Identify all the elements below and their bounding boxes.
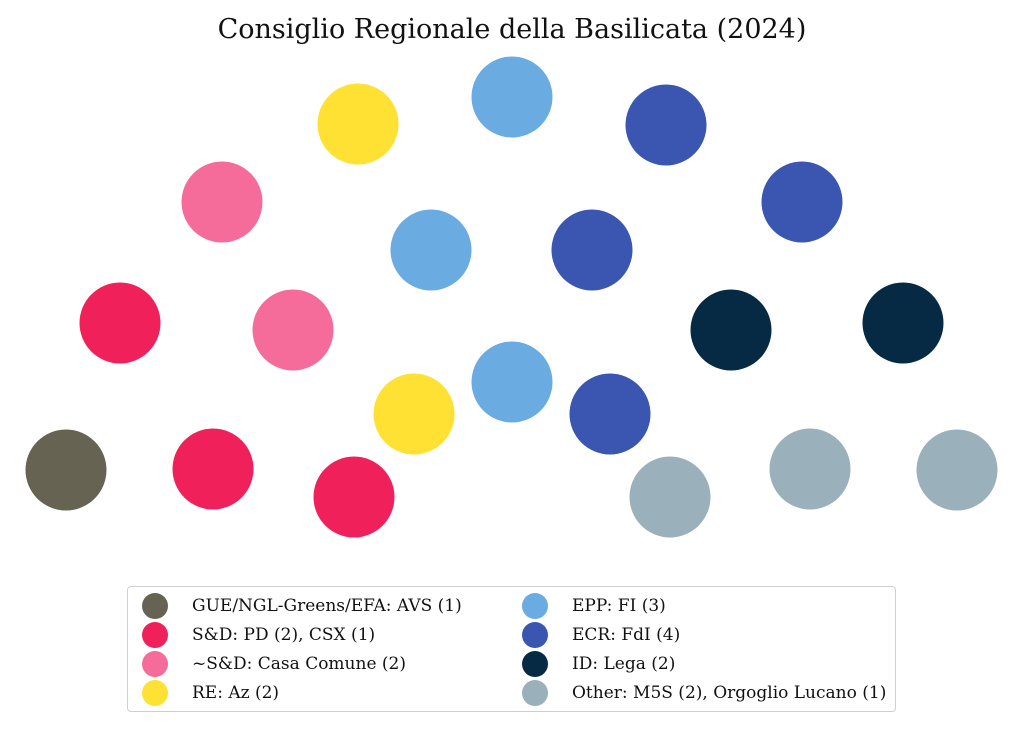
seat-epp <box>390 209 472 291</box>
seat-other <box>629 456 711 538</box>
legend-swatch-re <box>142 679 168 706</box>
seat-casa <box>181 161 263 243</box>
legend-swatch-avs <box>142 592 168 619</box>
seat-epp <box>471 56 553 138</box>
legend-item-re: RE: Az (2) <box>142 678 279 707</box>
legend-label-sd: S&D: PD (2), CSX (1) <box>192 624 376 645</box>
legend-item-epp: EPP: FI (3) <box>522 591 666 620</box>
seat-casa <box>252 289 334 371</box>
legend-label-avs: GUE/NGL-Greens/EFA: AVS (1) <box>192 595 462 616</box>
seat-re <box>317 83 399 165</box>
legend-item-avs: GUE/NGL-Greens/EFA: AVS (1) <box>142 591 462 620</box>
legend-swatch-other <box>522 679 548 706</box>
seat-epp <box>471 341 553 423</box>
legend-swatch-casa <box>142 650 168 677</box>
seat-sd <box>79 282 161 364</box>
seat-ecr <box>551 209 633 291</box>
legend-swatch-epp <box>522 592 548 619</box>
legend-item-ecr: ECR: FdI (4) <box>522 620 680 649</box>
legend-item-casa: ~S&D: Casa Comune (2) <box>142 649 406 678</box>
seat-id <box>862 282 944 364</box>
legend-swatch-sd <box>142 621 168 648</box>
legend-swatch-id <box>522 650 548 677</box>
legend-label-other: Other: M5S (2), Orgoglio Lucano (1) <box>572 682 887 703</box>
seat-re <box>373 373 455 455</box>
legend-label-re: RE: Az (2) <box>192 682 280 703</box>
parliament-chart <box>25 56 998 538</box>
seat-ecr <box>625 84 707 166</box>
legend-item-sd: S&D: PD (2), CSX (1) <box>142 620 375 649</box>
seat-ecr <box>569 373 651 455</box>
chart-title: Consiglio Regionale della Basilicata (20… <box>217 14 807 45</box>
legend-item-id: ID: Lega (2) <box>522 649 675 678</box>
legend: GUE/NGL-Greens/EFA: AVS (1) S&D: PD (2), … <box>127 586 896 712</box>
seat-sd <box>313 456 395 538</box>
legend-item-other: Other: M5S (2), Orgoglio Lucano (1) <box>522 678 886 707</box>
seat-other <box>769 428 851 510</box>
legend-label-id: ID: Lega (2) <box>572 653 676 674</box>
seat-ecr <box>761 161 843 243</box>
legend-label-casa: ~S&D: Casa Comune (2) <box>192 653 406 674</box>
seat-id <box>690 289 772 371</box>
legend-swatch-ecr <box>522 621 548 648</box>
seat-avs <box>25 429 107 511</box>
legend-label-ecr: ECR: FdI (4) <box>572 624 681 645</box>
seat-sd <box>172 428 254 510</box>
legend-label-epp: EPP: FI (3) <box>572 595 666 616</box>
seat-other <box>916 429 998 511</box>
